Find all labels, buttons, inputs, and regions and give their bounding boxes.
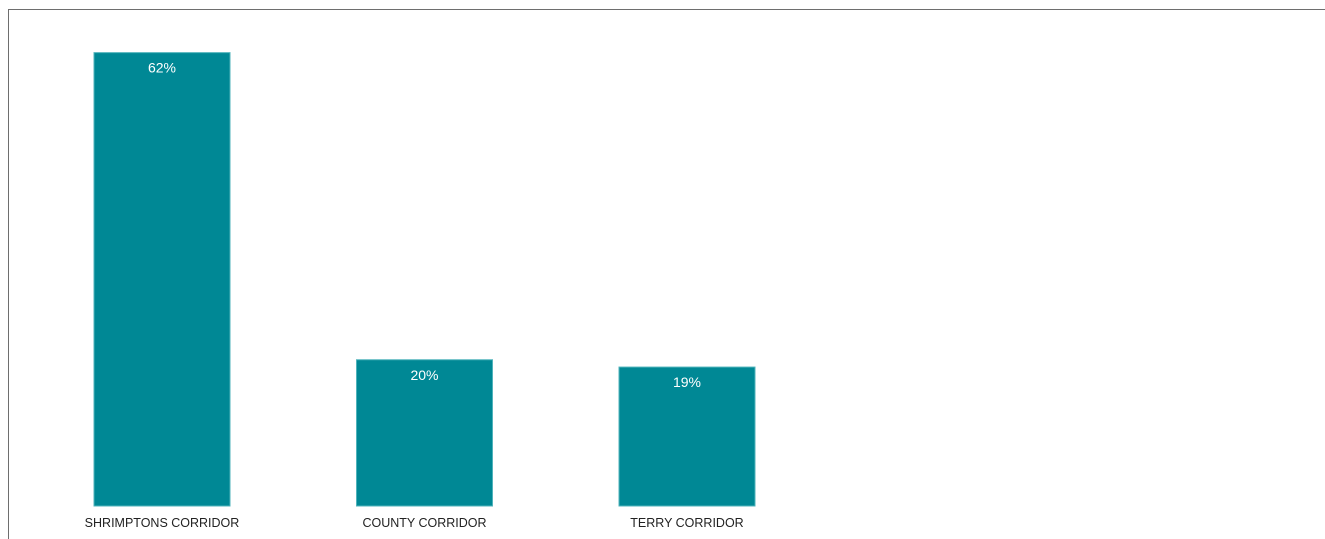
bars-group (93, 52, 756, 507)
bar (93, 52, 231, 507)
bar-value-label: 19% (673, 374, 701, 390)
bar-value-label: 62% (148, 60, 176, 76)
bar-value-label: 20% (410, 367, 438, 383)
bar (618, 366, 756, 507)
bar (356, 359, 493, 507)
category-label: SHRIMPTONS CORRIDOR (85, 516, 240, 530)
category-label: COUNTY CORRIDOR (362, 516, 486, 530)
value-labels-group: 62% 20% 19% (148, 60, 701, 390)
category-labels-group: SHRIMPTONS CORRIDOR COUNTY CORRIDOR TERRY … (85, 516, 744, 530)
category-label: TERRY CORRIDOR (630, 516, 743, 530)
